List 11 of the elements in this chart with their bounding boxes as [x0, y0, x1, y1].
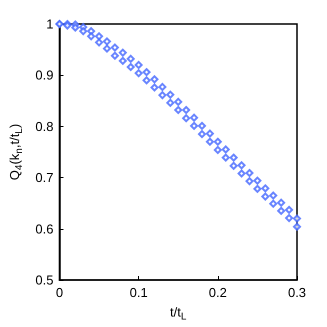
x-tick-label: 0.1: [130, 285, 148, 300]
y-tick-label: 0.9: [35, 68, 54, 83]
y-tick-label: 0.5: [35, 272, 54, 288]
x-tick-label: 0.2: [208, 285, 227, 300]
y-axis-title: Q4(kn,t/tL): [7, 124, 25, 180]
y-tick-label: 0.7: [35, 170, 54, 186]
x-tick-label: 0.3: [288, 285, 306, 300]
y-tick-label: 1: [46, 16, 54, 32]
y-tick-label: 0.6: [35, 221, 54, 236]
x-tick-label: 0: [56, 285, 64, 300]
y-tick-label: 0.8: [35, 118, 54, 134]
